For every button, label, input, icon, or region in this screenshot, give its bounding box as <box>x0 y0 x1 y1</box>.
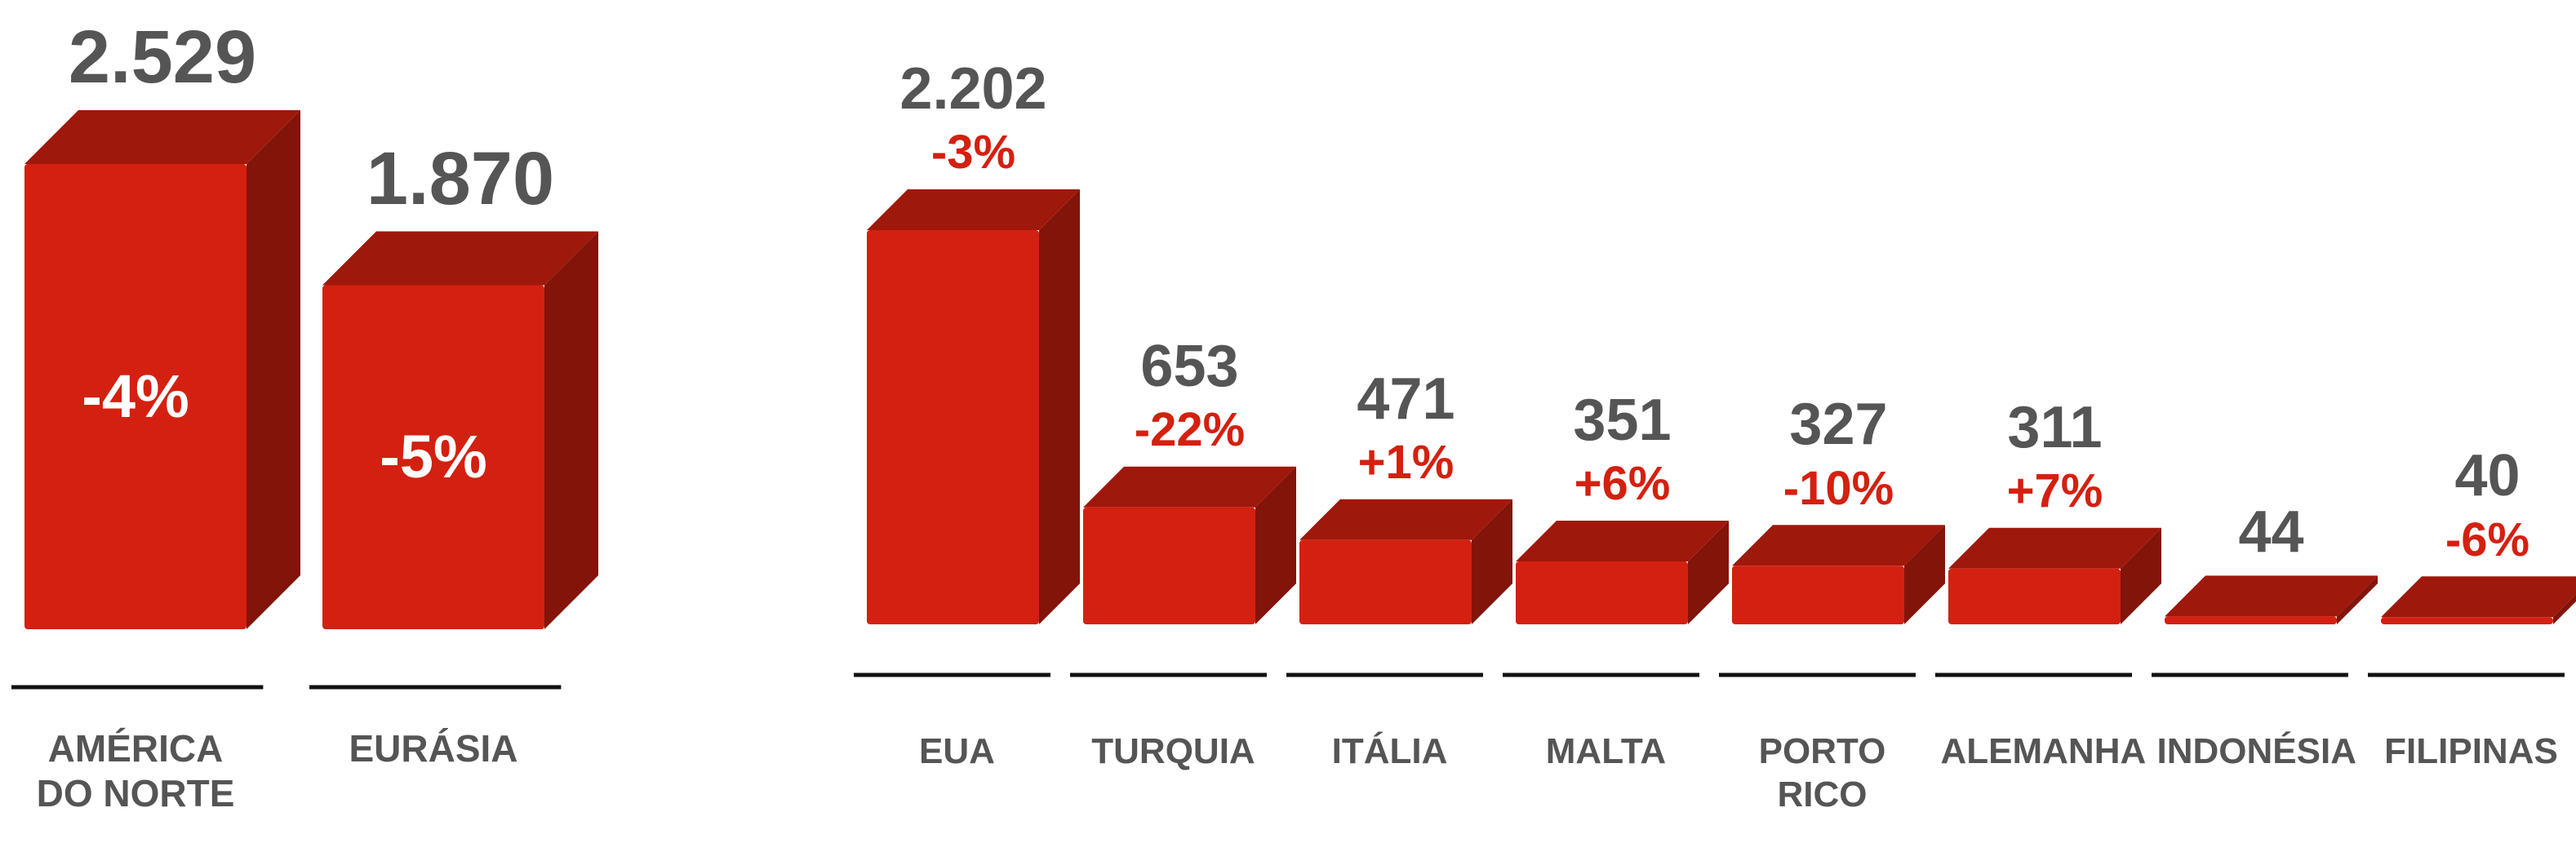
category-label: EURÁSIA <box>349 727 518 770</box>
bar <box>1516 561 1688 624</box>
bar <box>2165 616 2337 624</box>
bar-top <box>1299 499 1512 540</box>
bar-top <box>1083 466 1296 508</box>
value-label: 327 <box>1789 392 1888 458</box>
bar-side <box>2121 527 2161 624</box>
category-label: ALEMANHA <box>1940 731 2147 771</box>
value-label: 351 <box>1573 388 1672 453</box>
category-label: EUA <box>919 731 995 771</box>
change-label: +7% <box>2006 464 2103 518</box>
bar-top <box>24 110 300 164</box>
value-label: 40 <box>2454 443 2520 509</box>
bar-side <box>2337 575 2378 624</box>
bar-top <box>322 231 598 286</box>
bar <box>867 230 1039 624</box>
change-label: +6% <box>1574 457 1671 511</box>
category-label: PORTO RICO <box>1758 731 1886 814</box>
bar <box>1948 568 2121 624</box>
value-label: 2.529 <box>68 16 257 100</box>
bar <box>1299 539 1472 624</box>
category-label: INDONÉSIA <box>2156 731 2356 771</box>
value-label: 2.202 <box>899 56 1047 122</box>
bar-top <box>1516 521 1729 562</box>
change-label: -22% <box>1134 403 1246 457</box>
bar-top <box>1948 527 2161 569</box>
bar-side <box>1904 525 1945 624</box>
bar-top <box>2381 576 2576 618</box>
bar-side <box>1472 499 1512 624</box>
bar-top <box>1732 525 1945 566</box>
value-label: 311 <box>2007 394 2103 460</box>
bar-side <box>1688 521 1729 624</box>
category-label: MALTA <box>1545 731 1667 771</box>
category-label: TURQUIA <box>1091 731 1255 771</box>
change-label: -6% <box>2445 513 2530 566</box>
bar-top <box>867 189 1080 230</box>
category-label: AMÉRICA DO NORTE <box>36 727 235 815</box>
change-label: -5% <box>380 422 487 490</box>
value-label: 471 <box>1357 366 1455 432</box>
bar <box>2381 617 2553 624</box>
bar <box>1083 507 1255 624</box>
change-label: -4% <box>82 362 189 430</box>
change-label: -3% <box>930 126 1016 180</box>
value-label: 44 <box>2238 499 2304 565</box>
bar-side <box>544 231 598 629</box>
category-label: FILIPINAS <box>2384 731 2558 771</box>
bar-side <box>246 110 300 629</box>
category-label: ITÁLIA <box>1331 731 1448 771</box>
change-label: +1% <box>1357 436 1455 490</box>
value-label: 653 <box>1140 333 1239 399</box>
bar-side <box>2553 594 2576 624</box>
bar-side <box>1039 189 1080 624</box>
value-label: 1.870 <box>366 136 555 220</box>
bar <box>322 285 544 629</box>
change-label: -10% <box>1783 461 1894 515</box>
bar-top <box>2165 575 2378 617</box>
bar <box>1732 566 1904 624</box>
bar <box>24 164 246 629</box>
bar-side <box>1255 466 1296 624</box>
